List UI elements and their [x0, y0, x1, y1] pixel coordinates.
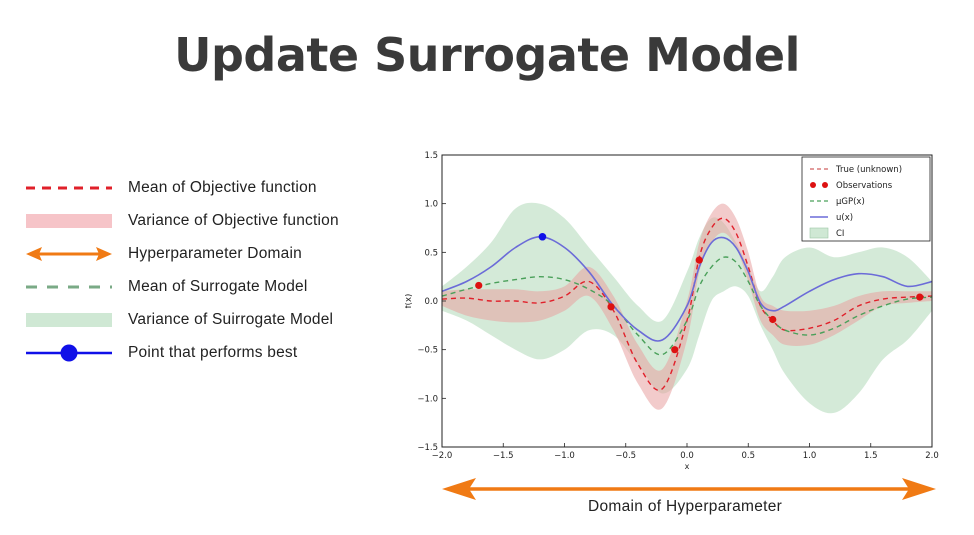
best-point: [538, 232, 547, 241]
legend-key-obs: [822, 182, 828, 188]
plot-area: [442, 202, 932, 414]
legend-item-surrogate-mean: Mean of Surrogate Model: [26, 270, 339, 303]
legend: Mean of Objective function Variance of O…: [26, 171, 339, 369]
x-tick-label: 1.0: [803, 451, 817, 461]
x-tick-label: −2.0: [432, 451, 453, 461]
x-tick-label: −0.5: [615, 451, 636, 461]
observation-point: [769, 315, 777, 324]
legend-item-best-point: Point that performs best: [26, 336, 339, 369]
legend-key-ci: [809, 227, 829, 239]
red-dashed-line-icon: [26, 186, 112, 189]
observation-point: [671, 346, 679, 354]
observation-point: [475, 281, 483, 290]
chart-legend-label: μGP(x): [836, 197, 865, 207]
legend-label: Variance of Objective function: [128, 211, 339, 229]
legend-item-surrogate-variance: Variance of Suirrogate Model: [26, 303, 339, 336]
series-mugp-line: [442, 256, 932, 356]
green-band-icon: [26, 312, 112, 327]
legend-label: Mean of Objective function: [128, 178, 317, 196]
domain-label: Domain of Hyperparameter: [588, 498, 783, 515]
orange-double-arrow-icon: [26, 246, 112, 261]
x-axis-label: x: [685, 462, 690, 471]
domain-arrow-icon: [442, 478, 936, 500]
gp-chart: −2.0 −1.5 −1.0 −0.5 0.0 0.5 1.0 1.5 2.0 1.5 1.0 0.5…: [404, 143, 950, 483]
observation-point: [607, 303, 615, 311]
chart-legend-label: u(x): [836, 213, 853, 223]
y-axis-label: f(x): [405, 294, 414, 309]
legend-key-obs: [810, 182, 816, 188]
x-tick-label: 0.0: [680, 451, 694, 461]
legend-label: Variance of Suirrogate Model: [128, 310, 334, 328]
chart-legend-label: Observations: [836, 181, 893, 191]
chart-legend-label: CI: [836, 229, 844, 239]
x-tick-label: 1.5: [864, 451, 878, 461]
y-tick-label: 0.5: [424, 248, 438, 258]
legend-item-hyperparameter-domain: Hyperparameter Domain: [26, 237, 339, 270]
legend-item-objective-variance: Variance of Objective function: [26, 204, 339, 237]
observation-point: [916, 293, 924, 301]
y-tick-label: −1.0: [417, 394, 438, 404]
y-tick-label: −0.5: [417, 346, 438, 356]
x-tick-label: 0.5: [741, 451, 755, 461]
y-tick-label: 1.5: [424, 151, 438, 161]
pink-band-icon: [26, 213, 112, 228]
y-tick-label: 0.0: [424, 297, 438, 307]
x-tick-label: −1.0: [554, 451, 575, 461]
blue-line-dot-icon: [26, 344, 112, 361]
legend-label: Point that performs best: [128, 343, 298, 361]
legend-item-objective-mean: Mean of Objective function: [26, 171, 339, 204]
y-tick-label: 1.0: [424, 200, 438, 210]
page-title: Update Surrogate Model: [174, 28, 800, 82]
y-tick-label: −1.5: [417, 443, 438, 453]
chart-legend-box: [801, 156, 931, 242]
gp-chart-svg: −2.0 −1.5 −1.0 −0.5 0.0 0.5 1.0 1.5 2.01.51.00.5…: [404, 151, 939, 471]
legend-label: Mean of Surrogate Model: [128, 277, 308, 295]
green-dashed-line-icon: [26, 285, 112, 288]
x-tick-label: −1.5: [493, 451, 514, 461]
x-tick-label: 2.0: [925, 451, 939, 461]
chart-legend-label: True (unknown): [835, 165, 902, 175]
observation-point: [695, 256, 703, 264]
legend-label: Hyperparameter Domain: [128, 244, 302, 262]
